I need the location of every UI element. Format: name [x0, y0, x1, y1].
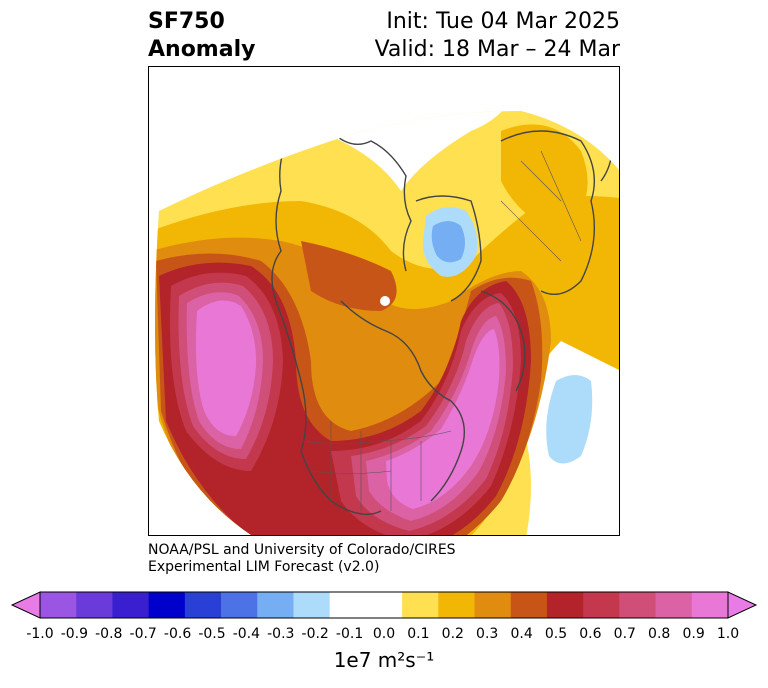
colorbar-tick-label: -0.2 — [301, 626, 329, 642]
colorbar-tick-label: 0.6 — [579, 626, 602, 642]
colorbar-tick-label: -0.6 — [163, 626, 192, 642]
colorbar-frame — [39, 591, 729, 619]
colorbar-bin — [329, 592, 367, 618]
colorbar-tick-label: 0.8 — [648, 626, 671, 642]
colorbar-tick-label: 0.5 — [544, 626, 568, 642]
colorbar-ticks: -1.0 -0.9 -0.8 -0.7 -0.6 -0.5 -0.4 -0.3 -0.2 -0.1… — [0, 626, 768, 646]
anomaly-fill-0.4-hudson — [301, 241, 397, 311]
title-field: Anomaly — [148, 37, 256, 62]
borders — [300, 111, 582, 511]
colorbar-bin — [438, 592, 476, 618]
init-date: Init: Tue 04 Mar 2025 — [386, 9, 620, 34]
colorbar-tick-label: -1.0 — [26, 626, 54, 642]
colorbar-tick-label: -0.4 — [232, 626, 261, 642]
neutral-area-north — [301, 111, 521, 191]
colorbar-tick-label: -0.5 — [198, 626, 226, 642]
colorbar-tick-label: -0.3 — [267, 626, 295, 642]
colorbar-tick-label: -0.9 — [60, 626, 89, 642]
colorbar-extend-high — [727, 591, 758, 619]
colorbar-bin — [619, 592, 657, 618]
colorbar-tick-label: 1.0 — [716, 626, 740, 642]
negative-anomaly-greenland-core — [431, 221, 465, 263]
negative-anomaly-arctic — [371, 67, 421, 85]
colorbar-tick-label: 0.2 — [441, 626, 464, 642]
credit-text: NOAA/PSL and University of Colorado/CIRE… — [148, 542, 456, 576]
map-canvas — [155, 67, 619, 535]
colorbar-tick-label: 0.3 — [476, 626, 499, 642]
colorbar-tick-label: 0.7 — [613, 626, 636, 642]
colorbar-tick-label: 0.1 — [407, 626, 430, 642]
credit-line-1: NOAA/PSL and University of Colorado/CIRE… — [148, 542, 456, 558]
valid-range: Valid: 18 Mar – 24 Mar — [374, 37, 620, 62]
anomaly-fill-0.2-siberia — [501, 124, 588, 231]
colorbar-bin — [546, 592, 584, 618]
colorbar-tick-label: -0.7 — [129, 626, 157, 642]
colorbar-bin — [40, 592, 77, 618]
anomaly-fill-0.9-east — [386, 329, 500, 509]
colorbar-tick-label: -0.1 — [335, 626, 364, 642]
colorbar-bin — [402, 592, 439, 618]
title-variable: SF750 — [148, 9, 225, 34]
map-title: SF750 Anomaly — [148, 8, 255, 64]
colorbar-bin — [510, 592, 548, 618]
colorbar-bin — [691, 592, 729, 618]
colorbar-bin — [76, 592, 113, 618]
forecast-dates: Init: Tue 04 Mar 2025 Valid: 18 Mar – 24… — [375, 8, 620, 64]
anomaly-map — [148, 66, 620, 536]
colorbar-tick-label: 0.4 — [510, 626, 533, 642]
colorbar-bin — [293, 592, 331, 618]
colorbar — [10, 591, 758, 619]
colorbar-bin — [583, 592, 620, 618]
colorbar-bin — [184, 592, 222, 618]
colorbar-extend-low — [10, 591, 41, 619]
colorbar-bin — [148, 592, 186, 618]
colorbar-bin — [257, 592, 294, 618]
colorbar-bin — [474, 592, 512, 618]
colorbar-tick-label: 0.0 — [372, 626, 396, 642]
colorbar-bin — [365, 592, 403, 618]
pole-marker — [380, 296, 390, 306]
negative-anomaly-atlantic — [546, 375, 593, 464]
colorbar-bin — [655, 592, 693, 618]
colorbar-tick-label: -0.8 — [95, 626, 123, 642]
credit-line-2: Experimental LIM Forecast (v2.0) — [148, 559, 380, 575]
colorbar-tick-label: 0.9 — [682, 626, 705, 642]
anomaly-fill-0.9-pacific — [195, 300, 257, 437]
colorbar-bin — [112, 592, 150, 618]
colorbar-units: 1e7 m²s⁻¹ — [333, 648, 435, 672]
colorbar-bin — [221, 592, 258, 618]
